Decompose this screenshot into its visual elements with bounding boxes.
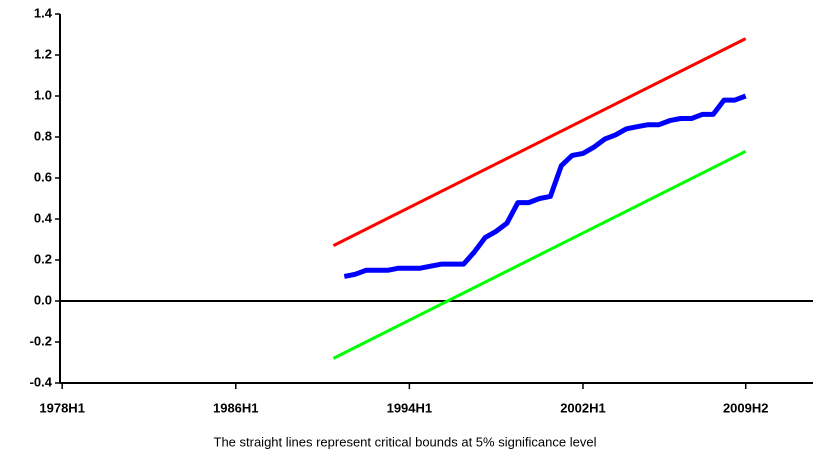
y-tick-label: -0.2 [30,333,52,348]
y-tick-label: -0.4 [30,374,53,389]
y-tick-label: 1.2 [34,46,52,61]
series-line [343,93,747,279]
series-line [332,37,747,247]
series-line [332,149,747,360]
y-tick-label: 1.4 [34,5,53,20]
y-tick-label: 1.0 [34,87,52,102]
y-tick-label: 0.6 [34,169,52,184]
y-tick-label: 0.0 [34,292,52,307]
x-tick-label: 1978H1 [39,400,85,415]
y-tick-label: 0.2 [34,251,52,266]
footnote: The straight lines represent critical bo… [214,434,597,449]
y-tick-label: 0.4 [34,210,53,225]
y-tick-label: 0.8 [34,128,52,143]
x-tick-label: 2002H1 [560,400,606,415]
x-tick-label: 1986H1 [213,400,259,415]
x-tick-label: 2009H2 [723,400,769,415]
x-tick-label: 1994H1 [387,400,433,415]
